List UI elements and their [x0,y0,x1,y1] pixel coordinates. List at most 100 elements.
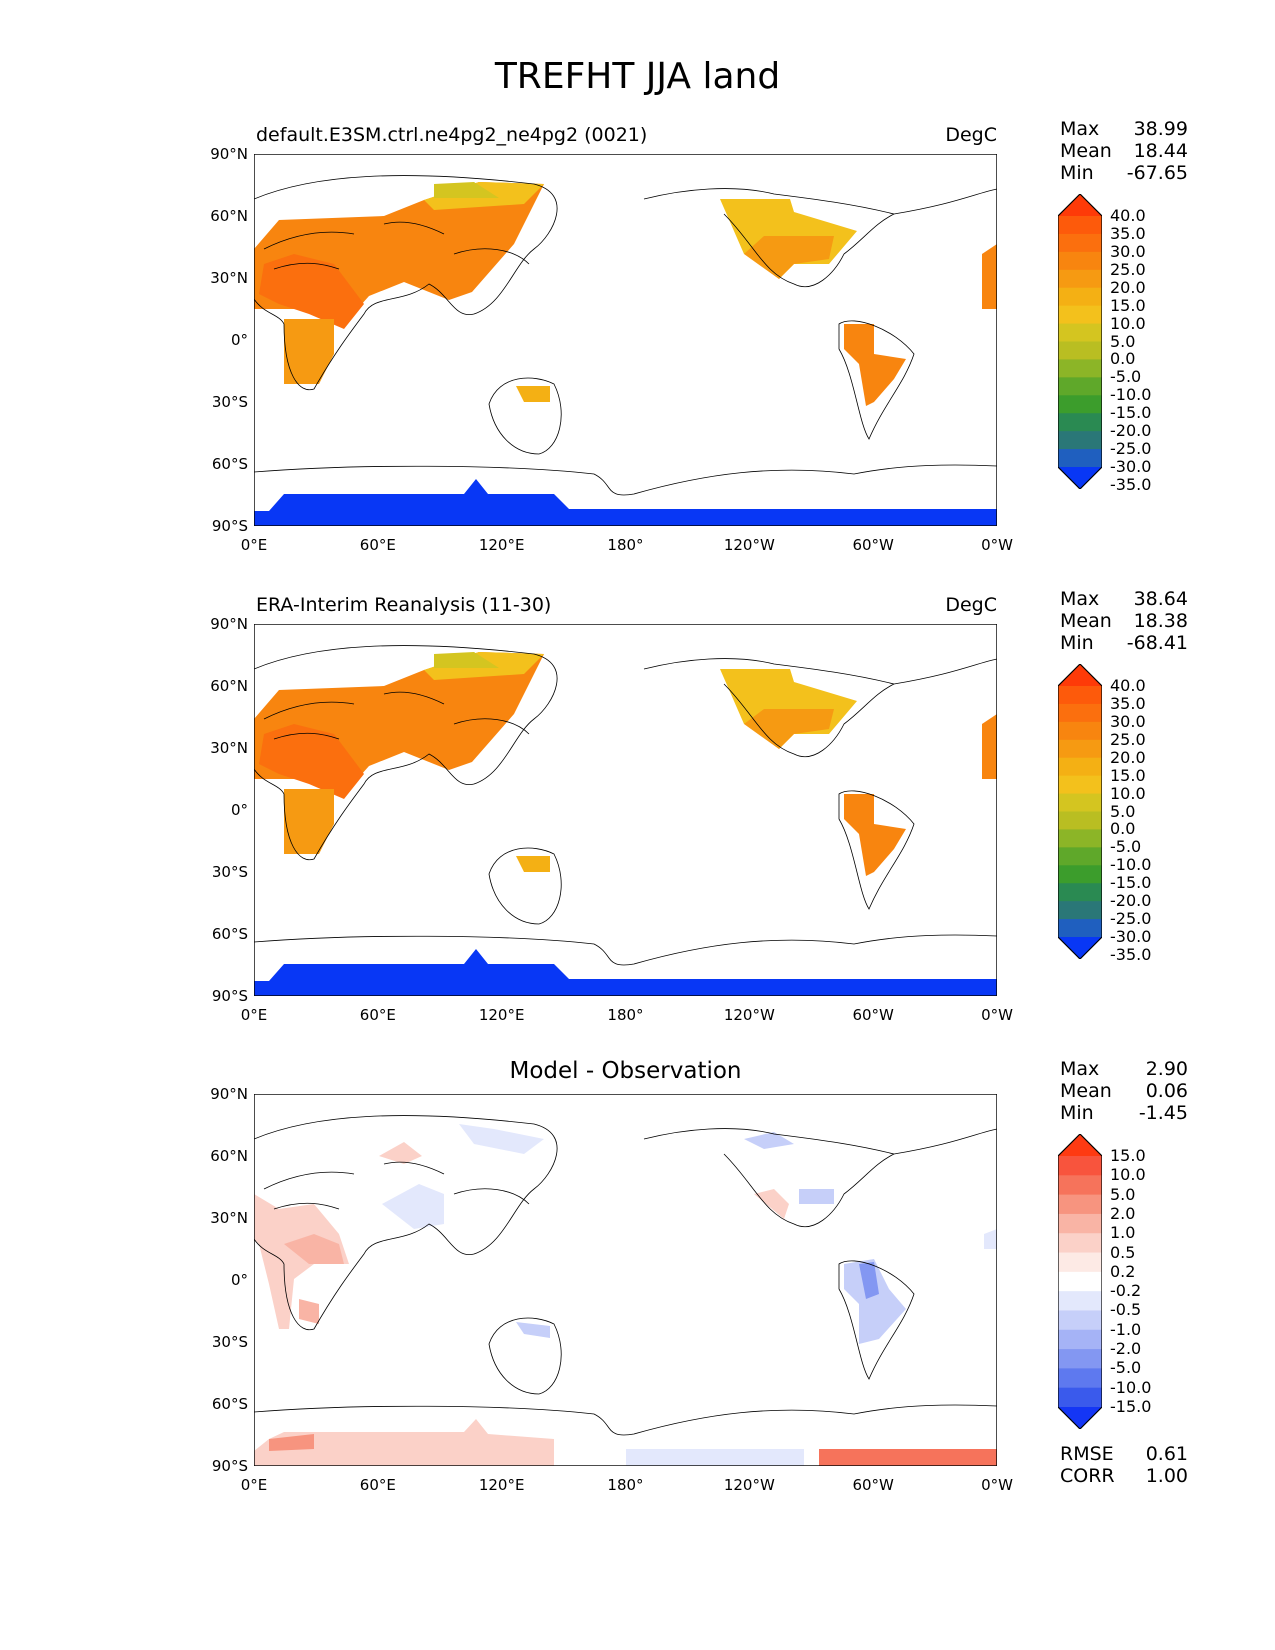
panel3-map [254,1094,997,1466]
panel3-title: Model - Observation [509,1058,742,1084]
lon-tick-label: 120°E [478,536,525,554]
colorbar-segment [1058,1291,1102,1312]
lon-tick-label: 120°E [478,1006,525,1024]
stat-min-label: Min [1060,1102,1094,1124]
colorbar-tick-label: 20.0 [1110,747,1146,767]
colorbar-tick-label: 35.0 [1110,223,1146,243]
lat-tick-label: 30°N [210,269,248,287]
lon-tick-label: 180° [607,1476,644,1494]
colorbar-segment [1058,1233,1102,1254]
field-africa [284,319,334,384]
colorbar-tick-label: -25.0 [1110,909,1152,929]
panel2-stats: Max 38.64 Mean 18.38 Min -68.41 [1060,588,1188,654]
diff-samerica-cool [859,1262,879,1299]
field-namerica-warm [744,236,834,279]
colorbar-segment [1058,1175,1102,1196]
lat-tick-label: 60°N [210,1147,248,1165]
colorbar-tick-label: 15.0 [1110,765,1146,785]
stat-mean-label: Mean [1060,1080,1112,1102]
lat-tick-label: 0° [230,331,248,349]
colorbar-segment [1058,269,1102,289]
diff-siberia-arctic [744,1132,794,1149]
field-africa [284,789,334,854]
colorbar-tick-label: -10.0 [1110,385,1152,405]
colorbar-tick-label: -15.0 [1110,873,1152,893]
stat-min-value: -67.65 [1126,162,1188,184]
diff-central-asia [382,1184,444,1229]
colorbar-segment [1058,377,1102,396]
stat-max-label: Max [1060,118,1100,140]
diff-wafrica-edge [984,1229,997,1249]
panel2-map [254,624,997,996]
panel3-metrics: RMSE 0.61 CORR 1.00 [1060,1443,1188,1487]
colorbar-tick-label: 30.0 [1110,711,1146,731]
colorbar-segment [1058,1368,1102,1389]
colorbar-segment [1058,216,1102,235]
colorbar-segment [1058,919,1102,938]
stat-max-value: 38.99 [1133,118,1188,140]
colorbar-segment [1058,739,1102,759]
colorbar-tick-label: 25.0 [1110,259,1146,279]
colorbar-segment [1058,359,1102,378]
colorbar-segment [1058,305,1102,325]
colorbar [1058,1134,1102,1429]
lat-tick-label: 60°S [211,925,248,943]
colorbar-segment [1058,757,1102,777]
colorbar-segment [1058,1407,1102,1429]
diff-sahara [254,1194,349,1329]
colorbar-segment [1058,721,1102,741]
colorbar-segment [1058,1134,1102,1156]
colorbar-segment [1058,883,1102,902]
colorbar [1058,194,1102,489]
colorbar-tick-label: -1.0 [1110,1319,1142,1339]
stat-mean-value: 18.38 [1133,610,1188,632]
lat-tick-label: 30°N [210,739,248,757]
lon-tick-label: 60°W [852,536,894,554]
colorbar-tick-label: 20.0 [1110,277,1146,297]
figure-title: TREFHT JJA land [494,56,781,97]
panel1-title-left: default.E3SM.ctrl.ne4pg2_ne4pg2 (0021) [256,124,648,146]
colorbar-tick-label: 35.0 [1110,693,1146,713]
colorbar-segment [1058,901,1102,920]
lon-tick-label: 180° [607,536,644,554]
stat-mean-label: Mean [1060,610,1112,632]
lat-tick-label: 60°S [211,455,248,473]
lon-tick-label: 120°W [723,1006,775,1024]
diff-namerica-cool [799,1189,834,1204]
colorbar-segment [1058,431,1102,450]
lat-tick-label: 90°S [211,517,248,535]
stat-max-label: Max [1060,1058,1100,1080]
colorbar-segment [1058,1310,1102,1331]
lat-tick-label: 30°S [211,863,248,881]
lat-tick-label: 60°S [211,1395,248,1413]
colorbar-tick-label: -15.0 [1110,1397,1152,1416]
stat-max-value: 2.90 [1145,1058,1188,1080]
colorbar-tick-label: -10.0 [1110,855,1152,875]
colorbar-segment [1058,1252,1102,1273]
field-arctic [434,182,499,198]
colorbar-tick-label: 2.0 [1110,1203,1136,1223]
colorbar-tick-label: -30.0 [1110,457,1152,476]
diff-australia [516,1322,550,1338]
panel1-stats: Max 38.99 Mean 18.44 Min -67.65 [1060,118,1188,184]
diff-antarctica-warm [269,1434,314,1451]
colorbar-segment [1058,793,1102,813]
colorbar-tick-label: 5.0 [1110,1184,1136,1204]
colorbar-tick-label: -20.0 [1110,421,1152,441]
colorbar-segment [1058,686,1102,705]
rmse-label: RMSE [1060,1443,1114,1465]
colorbar-segment [1058,829,1102,848]
colorbar-tick-label: 15.0 [1110,295,1146,315]
lat-tick-label: 90°N [210,615,248,633]
diff-antarctica-west [254,1419,554,1466]
colorbar-tick-label: 10.0 [1110,783,1146,803]
colorbar-tick-label: 1.0 [1110,1223,1136,1243]
lon-tick-label: 120°W [723,536,775,554]
lat-tick-label: 30°N [210,1209,248,1227]
colorbar-segment [1058,341,1102,361]
colorbar-segment [1058,1213,1102,1234]
diff-europe [379,1142,422,1164]
colorbar-tick-label: 30.0 [1110,241,1146,261]
lon-tick-label: 0°W [981,536,1013,554]
colorbar-tick-label: 5.0 [1110,801,1136,821]
